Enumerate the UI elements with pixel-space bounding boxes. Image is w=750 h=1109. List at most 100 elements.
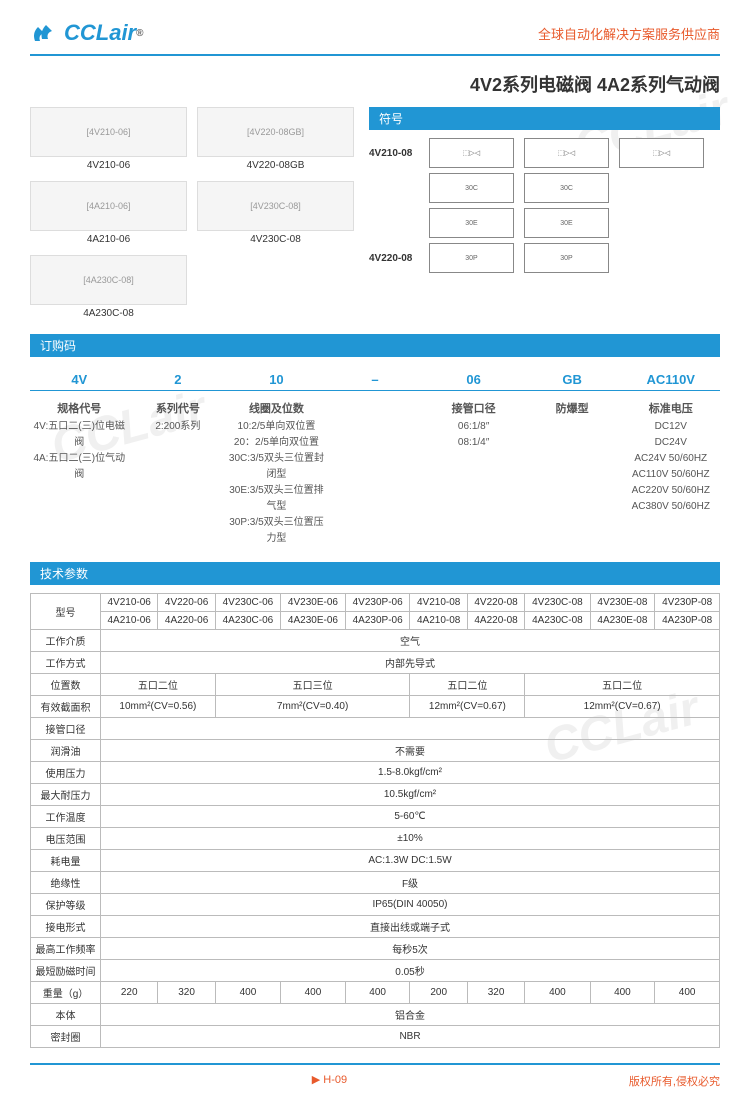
tech-model-cell: 4V220-06 bbox=[158, 593, 215, 611]
tech-cell: 7mm²(CV=0.40) bbox=[215, 695, 410, 717]
symbol-diagram: ⬚▷◁ bbox=[429, 138, 514, 168]
tech-cell: 220 bbox=[101, 981, 158, 1003]
tech-model-cell: 4V230P-08 bbox=[655, 593, 720, 611]
tech-row-label: 电压范围 bbox=[31, 827, 101, 849]
tech-row-label: 润滑油 bbox=[31, 739, 101, 761]
tech-cell: F级 bbox=[101, 871, 720, 893]
tech-model-cell: 4V230C-06 bbox=[215, 593, 280, 611]
tech-model-cell: 4A230E-08 bbox=[590, 611, 655, 629]
tech-model-cell: 4A210-06 bbox=[101, 611, 158, 629]
tech-cell: 0.05秒 bbox=[101, 959, 720, 981]
order-col-head: 06 bbox=[424, 372, 523, 396]
tech-row: 密封圈NBR bbox=[31, 1025, 720, 1047]
tech-cell: IP65(DIN 40050) bbox=[101, 893, 720, 915]
section-order: 订购码 bbox=[30, 334, 720, 357]
tech-row: 保护等级IP65(DIN 40050) bbox=[31, 893, 720, 915]
tech-model-label: 型号 bbox=[31, 593, 101, 629]
order-col-body: 线圈及位数10:2/5单向双位置20：2/5单向双位置30C:3/5双头三位置封… bbox=[227, 401, 326, 547]
symbol-diagram: 30P bbox=[524, 243, 609, 273]
tech-cell: 5-60℃ bbox=[101, 805, 720, 827]
logo-reg: ® bbox=[136, 28, 143, 39]
tech-row: 工作方式内部先导式 bbox=[31, 651, 720, 673]
tech-cell: 五口二位 bbox=[101, 673, 216, 695]
page-footer: ▶ H-09 版权所有,侵权必究 bbox=[30, 1063, 720, 1089]
tech-row-label: 保护等级 bbox=[31, 893, 101, 915]
tech-cell: AC:1.3W DC:1.5W bbox=[101, 849, 720, 871]
logo: CCLair ® bbox=[30, 20, 144, 46]
tech-cell: 五口三位 bbox=[215, 673, 410, 695]
tech-cell: 五口二位 bbox=[525, 673, 720, 695]
tech-row-label: 最高工作频率 bbox=[31, 937, 101, 959]
product-label: 4A210-06 bbox=[30, 234, 187, 245]
tech-row: 重量（g）220320400400400200320400400400 bbox=[31, 981, 720, 1003]
tech-cell: 空气 bbox=[101, 629, 720, 651]
product-images: [4V210-06]4V210-06[4V220-08GB]4V220-08GB… bbox=[30, 107, 354, 319]
page-title: 4V2系列电磁阀 4A2系列气动阀 bbox=[30, 71, 720, 97]
order-col-head: – bbox=[326, 372, 425, 396]
logo-text: CCLair bbox=[64, 20, 136, 46]
symbol-diagram: 30E bbox=[429, 208, 514, 238]
section-tech: 技术参数 bbox=[30, 562, 720, 585]
tech-model-cell: 4V210-06 bbox=[101, 593, 158, 611]
tech-row-label: 耗电量 bbox=[31, 849, 101, 871]
tech-model-cell: 4V230P-06 bbox=[345, 593, 410, 611]
tech-model-cell: 4V230E-08 bbox=[590, 593, 655, 611]
product-image: [4V220-08GB] bbox=[197, 107, 354, 157]
tech-cell: 12mm²(CV=0.67) bbox=[410, 695, 525, 717]
tech-cell: 五口二位 bbox=[410, 673, 525, 695]
symbol-diagram: 30C bbox=[524, 173, 609, 203]
product-label: 4V230C-08 bbox=[197, 234, 354, 245]
tech-cell: 10.5kgf/cm² bbox=[101, 783, 720, 805]
tech-model-cell: 4A230C-08 bbox=[525, 611, 590, 629]
order-col-body: 规格代号4V:五口二(三)位电磁阀4A:五口二(三)位气动阀 bbox=[30, 401, 129, 547]
tech-cell: ±10% bbox=[101, 827, 720, 849]
tech-row: 最大耐压力10.5kgf/cm² bbox=[31, 783, 720, 805]
symbol-label-2: 4V220-08 bbox=[369, 253, 424, 264]
tech-model-cell: 4V230C-08 bbox=[525, 593, 590, 611]
tech-cell: NBR bbox=[101, 1025, 720, 1047]
symbol-diagram: 30P bbox=[429, 243, 514, 273]
tech-row-label: 重量（g） bbox=[31, 981, 101, 1003]
tech-row-label: 工作介质 bbox=[31, 629, 101, 651]
product-image: [4A230C-08] bbox=[30, 255, 187, 305]
tech-row-label: 工作方式 bbox=[31, 651, 101, 673]
tech-row-label: 密封圈 bbox=[31, 1025, 101, 1047]
tech-cell: 400 bbox=[525, 981, 590, 1003]
tech-row: 耗电量AC:1.3W DC:1.5W bbox=[31, 849, 720, 871]
tech-cell: 不需要 bbox=[101, 739, 720, 761]
product-item: [4V230C-08] 4V230C-08 bbox=[197, 181, 354, 245]
product-item: [4A210-06] 4A210-06 bbox=[30, 181, 187, 245]
tech-model-cell: 4A220-08 bbox=[467, 611, 524, 629]
order-col-body: 接管口径06:1/8″08:1/4″ bbox=[424, 401, 523, 547]
order-col-body bbox=[326, 401, 425, 547]
order-col-head: 2 bbox=[129, 372, 228, 396]
tech-row: 使用压力1.5-8.0kgf/cm² bbox=[31, 761, 720, 783]
product-label: 4V210-06 bbox=[30, 160, 187, 171]
tech-row-label: 本体 bbox=[31, 1003, 101, 1025]
order-col-head: AC110V bbox=[621, 372, 720, 396]
tech-row: 接电形式直接出线或端子式 bbox=[31, 915, 720, 937]
tech-model-cell: 4A230P-08 bbox=[655, 611, 720, 629]
tech-cell: 1.5-8.0kgf/cm² bbox=[101, 761, 720, 783]
product-image: [4A210-06] bbox=[30, 181, 187, 231]
tech-row: 工作介质空气 bbox=[31, 629, 720, 651]
product-image: [4V230C-08] bbox=[197, 181, 354, 231]
tech-row: 电压范围±10% bbox=[31, 827, 720, 849]
copyright: 版权所有,侵权必究 bbox=[629, 1073, 720, 1089]
tech-cell: 每秒5次 bbox=[101, 937, 720, 959]
order-code: 4V210–06GBAC110V 规格代号4V:五口二(三)位电磁阀4A:五口二… bbox=[30, 372, 720, 547]
page-number: ▶ H-09 bbox=[312, 1073, 347, 1089]
product-item: [4V220-08GB]4V220-08GB bbox=[197, 107, 354, 171]
tech-cell: 320 bbox=[467, 981, 524, 1003]
tech-cell: 直接出线或端子式 bbox=[101, 915, 720, 937]
tech-cell: 400 bbox=[345, 981, 410, 1003]
header-slogan: 全球自动化解决方案服务供应商 bbox=[538, 24, 720, 43]
symbol-diagram: ⬚▷◁ bbox=[619, 138, 704, 168]
tech-model-cell: 4A220-06 bbox=[158, 611, 215, 629]
product-item: [4V210-06]4V210-06 bbox=[30, 107, 187, 171]
order-col-head: GB bbox=[523, 372, 622, 396]
tech-model-cell: 4A230E-06 bbox=[281, 611, 346, 629]
tech-row: 位置数五口二位五口三位五口二位五口二位 bbox=[31, 673, 720, 695]
tech-row: 润滑油不需要 bbox=[31, 739, 720, 761]
symbol-diagram: 30C bbox=[429, 173, 514, 203]
